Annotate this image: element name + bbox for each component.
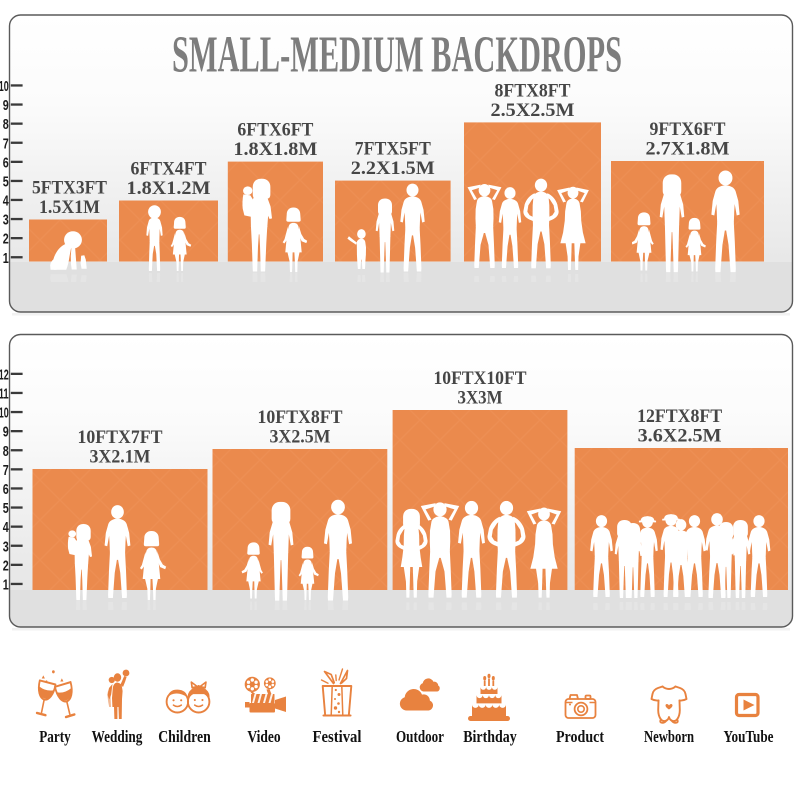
svg-text:10FTX8FT: 10FTX8FT [258,407,343,428]
svg-text:YouTube: YouTube [724,727,774,746]
svg-text:12: 12 [0,367,9,383]
svg-text:5: 5 [3,175,9,191]
svg-text:3X3M: 3X3M [458,388,503,409]
svg-text:Product: Product [556,727,604,746]
svg-text:3.6X2.5M: 3.6X2.5M [638,426,722,447]
svg-text:3X2.1M: 3X2.1M [90,447,151,468]
svg-text:6: 6 [3,482,9,498]
svg-text:12FTX8FT: 12FTX8FT [637,406,722,427]
svg-text:7: 7 [3,136,9,152]
svg-text:6: 6 [3,155,9,171]
svg-text:SMALL-MEDIUM BACKDROPS: SMALL-MEDIUM BACKDROPS [172,27,622,84]
svg-text:2: 2 [3,232,9,248]
svg-text:7: 7 [3,463,9,479]
svg-text:8FTX8FT: 8FTX8FT [495,80,571,101]
svg-text:5FTX3FT: 5FTX3FT [32,178,107,199]
svg-text:4: 4 [3,194,9,210]
svg-text:8: 8 [3,117,9,133]
svg-text:1.8X1.2M: 1.8X1.2M [127,178,211,199]
svg-text:9: 9 [3,98,9,114]
svg-text:Newborn: Newborn [644,727,694,746]
svg-text:1.8X1.8M: 1.8X1.8M [233,139,317,160]
svg-text:3: 3 [3,213,9,229]
svg-text:3: 3 [3,539,9,555]
svg-text:Wedding: Wedding [92,727,143,746]
svg-text:1: 1 [3,578,9,594]
svg-text:9: 9 [3,425,9,441]
svg-text:2: 2 [3,558,9,574]
svg-text:Birthday: Birthday [463,727,517,746]
svg-text:10FTX7FT: 10FTX7FT [78,427,163,448]
svg-text:Party: Party [39,727,71,746]
svg-text:8: 8 [3,444,9,460]
svg-text:9FTX6FT: 9FTX6FT [650,119,726,140]
svg-text:10FTX10FT: 10FTX10FT [434,368,527,389]
svg-text:Festival: Festival [313,727,362,746]
svg-text:2.7X1.8M: 2.7X1.8M [646,139,730,160]
svg-text:4: 4 [3,520,9,536]
svg-text:1: 1 [3,251,9,267]
svg-text:7FTX5FT: 7FTX5FT [355,139,431,160]
svg-text:2.5X2.5M: 2.5X2.5M [491,100,575,121]
svg-text:Children: Children [158,727,211,746]
svg-text:Outdoor: Outdoor [396,727,444,746]
svg-text:10: 10 [0,79,9,95]
svg-text:Video: Video [247,727,280,746]
svg-text:11: 11 [0,387,9,403]
svg-text:2.2X1.5M: 2.2X1.5M [351,158,435,179]
svg-text:6FTX4FT: 6FTX4FT [131,159,207,180]
svg-text:6FTX6FT: 6FTX6FT [237,120,313,141]
svg-text:1.5X1M: 1.5X1M [39,197,100,218]
svg-text:5: 5 [3,501,9,517]
svg-text:10: 10 [0,406,9,422]
svg-text:3X2.5M: 3X2.5M [270,427,331,448]
